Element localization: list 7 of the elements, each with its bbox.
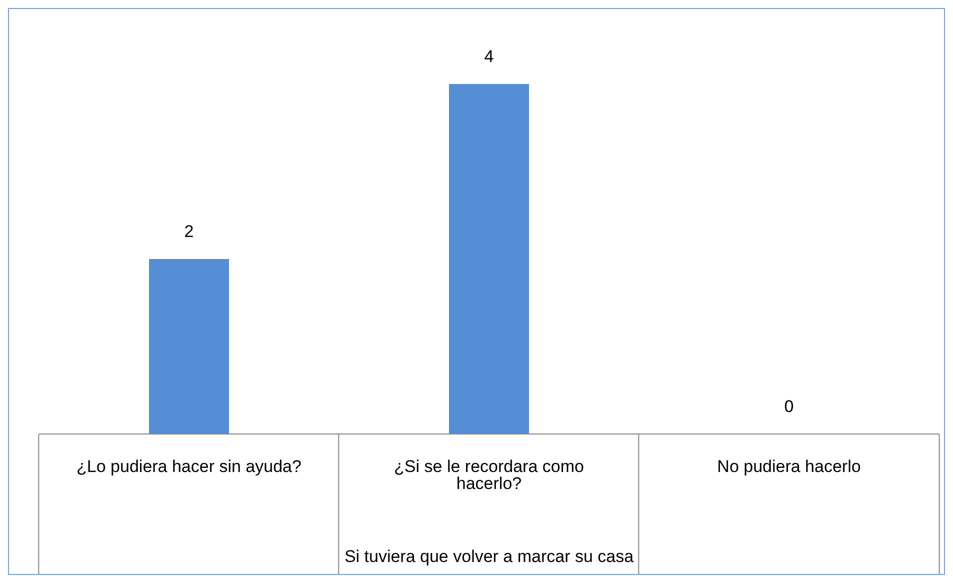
x-tick-label: ¿Lo pudiera hacer sin ayuda? [76,457,302,476]
x-axis-title: Si tuviera que volver a marcar su casa [344,547,634,566]
data-label: 0 [784,397,794,416]
data-label: 4 [484,47,494,66]
data-label: 2 [184,222,194,241]
x-tick-label: No pudiera hacerlo [717,457,861,476]
x-tick-label: ¿Si se le recordara como hacerlo? [394,457,584,494]
